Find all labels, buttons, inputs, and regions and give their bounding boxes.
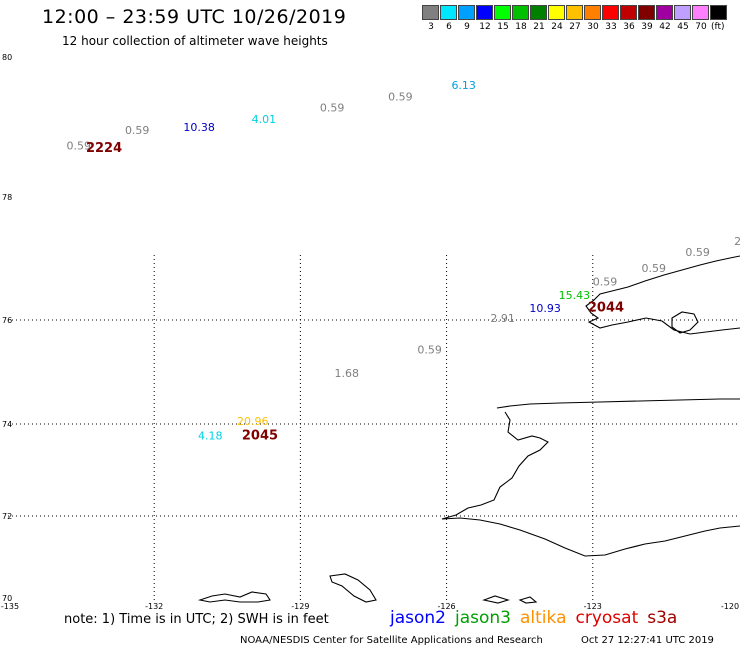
wave-height-label: 0.59: [320, 102, 345, 115]
map-title: 12:00 – 23:59 UTC 10/26/2019: [42, 6, 347, 28]
wave-height-label: 0.59: [125, 124, 149, 137]
wave-height-label: 15.43: [559, 289, 591, 302]
legend-swatch: [602, 5, 619, 20]
wave-height-label: 1.68: [334, 367, 359, 380]
wave-height-label: 2.09: [734, 235, 740, 248]
legend-tick: 27: [569, 22, 581, 32]
wave-height-label: 10.38: [183, 121, 215, 134]
legend-swatch: [674, 5, 691, 20]
legend-swatch: [548, 5, 565, 20]
wave-height-label: 20.96: [237, 415, 269, 428]
legend-swatch: [620, 5, 637, 20]
legend-swatch: [692, 5, 709, 20]
lat-tick-label: 78: [2, 193, 12, 202]
pass-time-label: 2224: [86, 141, 122, 156]
legend-swatch: [440, 5, 457, 20]
map-subtitle: 12 hour collection of altimeter wave hei…: [62, 34, 328, 48]
wave-height-label: 2.91: [490, 312, 515, 325]
legend-tick: 36: [623, 22, 635, 32]
graticule: 80 78 76 74 72 70-135 -132 -129 -126 -123 -120: [1, 53, 740, 611]
legend-tick: 9: [464, 22, 470, 32]
legend-tick: 15: [497, 22, 509, 32]
legend-tick: 45: [677, 22, 689, 32]
legend-swatch: [476, 5, 493, 20]
legend-tick: 18: [515, 22, 527, 32]
legend-tick: 21: [533, 22, 545, 32]
mission-jason2: jason2: [390, 608, 446, 628]
wave-height-label: 10.93: [529, 302, 561, 315]
legend-tick: 24: [551, 22, 563, 32]
pass-time-labels: 2224 2044 2045: [86, 141, 624, 443]
footer-note: note: 1) Time is in UTC; 2) SWH is in fe…: [64, 612, 329, 627]
lon-tick-label: -135: [1, 602, 19, 611]
legend-swatch: [656, 5, 673, 20]
legend-swatch: [530, 5, 547, 20]
coastline: [197, 255, 740, 604]
legend-tick: 70: [695, 22, 707, 32]
legend-swatch: [710, 5, 727, 20]
mission-s3a: s3a: [647, 608, 678, 628]
legend-swatch: [638, 5, 655, 20]
legend-tick-labels: 3 6 9 12 15 18 21 24 27 30 33 36 39 42 45 70 (ft): [422, 22, 725, 32]
wave-height-label: 0.59: [417, 343, 442, 356]
legend-tick: 6: [446, 22, 452, 32]
color-scale-legend: [422, 5, 728, 20]
lon-tick-label: -129: [291, 602, 309, 611]
wave-height-label: 4.01: [252, 113, 277, 126]
legend-swatch: [512, 5, 529, 20]
legend-tick: 33: [605, 22, 617, 32]
legend-tick: 39: [641, 22, 653, 32]
legend-tick: 42: [659, 22, 671, 32]
coastline-north: [585, 255, 740, 335]
mission-legend: jason2 jason3 altika cryosat s3a: [390, 608, 686, 628]
lat-tick-label: 72: [2, 512, 12, 521]
wave-height-label: 6.13: [451, 79, 476, 92]
lat-tick-label: 76: [2, 316, 12, 325]
legend-swatch: [584, 5, 601, 20]
wave-height-label: 0.59: [388, 90, 413, 103]
legend-unit: (ft): [711, 22, 725, 32]
coastline-south: [441, 398, 740, 557]
wave-height-label: 0.59: [593, 276, 618, 289]
generation-timestamp: Oct 27 12:27:41 UTC 2019: [581, 635, 714, 646]
lat-tick-label: 74: [2, 420, 12, 429]
legend-swatch: [566, 5, 583, 20]
mission-jason3: jason3: [455, 608, 511, 628]
wave-height-label: 0.59: [641, 262, 666, 275]
wave-height-label: 0.59: [685, 246, 710, 259]
legend-tick: 3: [428, 22, 434, 32]
mission-cryosat: cryosat: [575, 608, 639, 628]
legend-tick: 30: [587, 22, 599, 32]
wave-height-label: 0.59: [66, 139, 91, 152]
pass-time-label: 2044: [588, 300, 624, 315]
lat-tick-label: 70: [2, 594, 12, 603]
lon-tick-label: -132: [145, 602, 163, 611]
legend-swatch: [458, 5, 475, 20]
legend-swatch: [494, 5, 511, 20]
mission-altika: altika: [520, 608, 567, 628]
credit-line: NOAA/NESDIS Center for Satellite Applica…: [240, 635, 543, 646]
wave-height-observations: 0.59 0.59 10.38 4.01 0.59 0.59 6.13 2.09 0.59 0.5…: [66, 79, 740, 442]
lon-tick-label: -123: [584, 602, 602, 611]
lon-tick-label: -126: [437, 602, 455, 611]
legend-tick: 12: [479, 22, 491, 32]
legend-swatch: [422, 5, 439, 20]
pass-time-label: 2045: [242, 429, 278, 444]
lon-tick-label: -120: [721, 602, 739, 611]
coastline-islands: [197, 573, 538, 604]
wave-height-label: 4.18: [198, 430, 223, 443]
lat-tick-label: 80: [2, 53, 12, 62]
